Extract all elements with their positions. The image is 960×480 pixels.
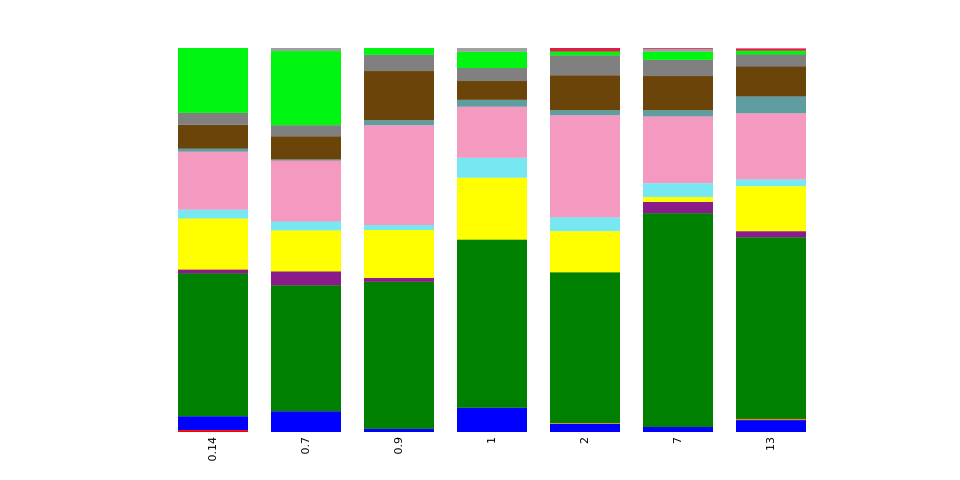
- bar-segment-13-s6: [736, 179, 806, 187]
- bar-segment-0.14-s7: [178, 151, 248, 210]
- x-tick-label: 0.9: [392, 437, 405, 455]
- bar-segment-13-s10: [736, 54, 806, 67]
- bar-segment-2-s9: [550, 75, 620, 111]
- bar-segment-2-s8: [550, 110, 620, 116]
- bar-segment-2-s10: [550, 55, 620, 76]
- bar-segment-2-s3: [550, 272, 620, 424]
- bar-segment-13-s11: [736, 50, 806, 55]
- bar-segment-1-s11: [457, 51, 527, 68]
- bar-segment-7-s8: [643, 110, 713, 117]
- bar-segment-0.14-s1: [178, 416, 248, 431]
- bar-segment-7-s3: [643, 213, 713, 428]
- x-tick-label: 7: [671, 437, 684, 444]
- bar-segment-1-s9: [457, 81, 527, 100]
- bar-segment-7-s10: [643, 59, 713, 77]
- bar-segment-0.14-s5: [178, 218, 248, 270]
- bar-segment-0.9-s6: [364, 225, 434, 231]
- bar-segment-7-s9: [643, 76, 713, 111]
- bar-segment-13-s2: [736, 418, 806, 421]
- bar-segment-0.7-s10: [271, 125, 341, 137]
- bar-segment-13-s13: [736, 48, 806, 51]
- bar-segment-2-s2: [550, 423, 620, 424]
- x-tick-labels: 0.14 0.7 0.9 1 2 7 13: [206, 437, 777, 462]
- bar-segment-0.14-s11: [178, 48, 248, 113]
- bar-segment-2-s13: [550, 48, 620, 52]
- bar-segment-0.9-s11: [364, 48, 434, 55]
- bar-segment-7-s4: [643, 201, 713, 214]
- bar-segment-13-s4: [736, 231, 806, 238]
- bar-segment-7-s6: [643, 183, 713, 197]
- bar-segment-0.7-s1: [271, 411, 341, 432]
- bar-segment-0.14-s3: [178, 273, 248, 417]
- bar-segment-13-s9: [736, 66, 806, 97]
- bar-segment-0.9-s7: [364, 125, 434, 226]
- bar-segment-0.7-s3: [271, 285, 341, 412]
- bar-segment-2-s6: [550, 217, 620, 232]
- bar-segment-0.9-s8: [364, 120, 434, 126]
- bar-segment-0.7-s7: [271, 160, 341, 222]
- bar-segment-7-s1: [643, 427, 713, 432]
- bar-segment-0.9-s5: [364, 230, 434, 279]
- bar-segment-13-s8: [736, 96, 806, 114]
- bar-segment-0.14-s4: [178, 269, 248, 274]
- bar-segment-0.14-s9: [178, 124, 248, 149]
- bar-segment-1-s6: [457, 157, 527, 178]
- bar-segment-0.9-s4: [364, 278, 434, 282]
- bar-segment-2-s1: [550, 423, 620, 432]
- bar-segment-0.14-s0: [178, 430, 248, 432]
- bar-segment-1-s10: [457, 67, 527, 82]
- bar-segment-7-s7: [643, 116, 713, 184]
- bar-segment-7-s11: [643, 51, 713, 60]
- bar-segment-13-s7: [736, 113, 806, 180]
- bar-segment-0.7-s6: [271, 221, 341, 231]
- bar-segment-1-s3: [457, 239, 527, 408]
- bar-segment-1-s8: [457, 99, 527, 107]
- bar-segment-0.7-s8: [271, 159, 341, 161]
- bar-segment-0.7-s11: [271, 51, 341, 126]
- bar-segment-0.14-s6: [178, 209, 248, 219]
- bar-segment-1-s1: [457, 407, 527, 432]
- bar-segment-0.7-s9: [271, 136, 341, 160]
- bar-segment-7-s12: [643, 48, 713, 52]
- bar-segment-0.7-s5: [271, 230, 341, 272]
- bar-segment-0.9-s3: [364, 281, 434, 429]
- bar-segment-0.9-s10: [364, 54, 434, 72]
- bar-segment-1-s12: [457, 48, 527, 52]
- bar-segment-0.7-s12: [271, 48, 341, 52]
- bar-segment-13-s1: [736, 420, 806, 432]
- bar-segment-13-s3: [736, 237, 806, 419]
- bar-segment-0.9-s1: [364, 428, 434, 432]
- bar-segment-0.9-s9: [364, 71, 434, 121]
- bar-segment-2-s7: [550, 115, 620, 218]
- bar-segment-7-s5: [643, 196, 713, 202]
- bar-segment-0.14-s8: [178, 148, 248, 152]
- bars-layer: [178, 48, 806, 432]
- bar-segment-1-s7: [457, 106, 527, 158]
- bar-segment-0.14-s10: [178, 112, 248, 125]
- bar-segment-0.7-s4: [271, 271, 341, 286]
- x-tick-label: 0.7: [299, 437, 312, 455]
- bar-segment-7-s13: [643, 48, 713, 49]
- bar-segment-2-s11: [550, 51, 620, 56]
- x-tick-label: 1: [485, 437, 498, 444]
- x-tick-label: 13: [764, 437, 777, 451]
- x-tick-label: 0.14: [206, 437, 219, 462]
- bar-segment-1-s5: [457, 177, 527, 240]
- x-tick-label: 2: [578, 437, 591, 444]
- bar-segment-2-s5: [550, 231, 620, 273]
- bar-segment-13-s5: [736, 186, 806, 232]
